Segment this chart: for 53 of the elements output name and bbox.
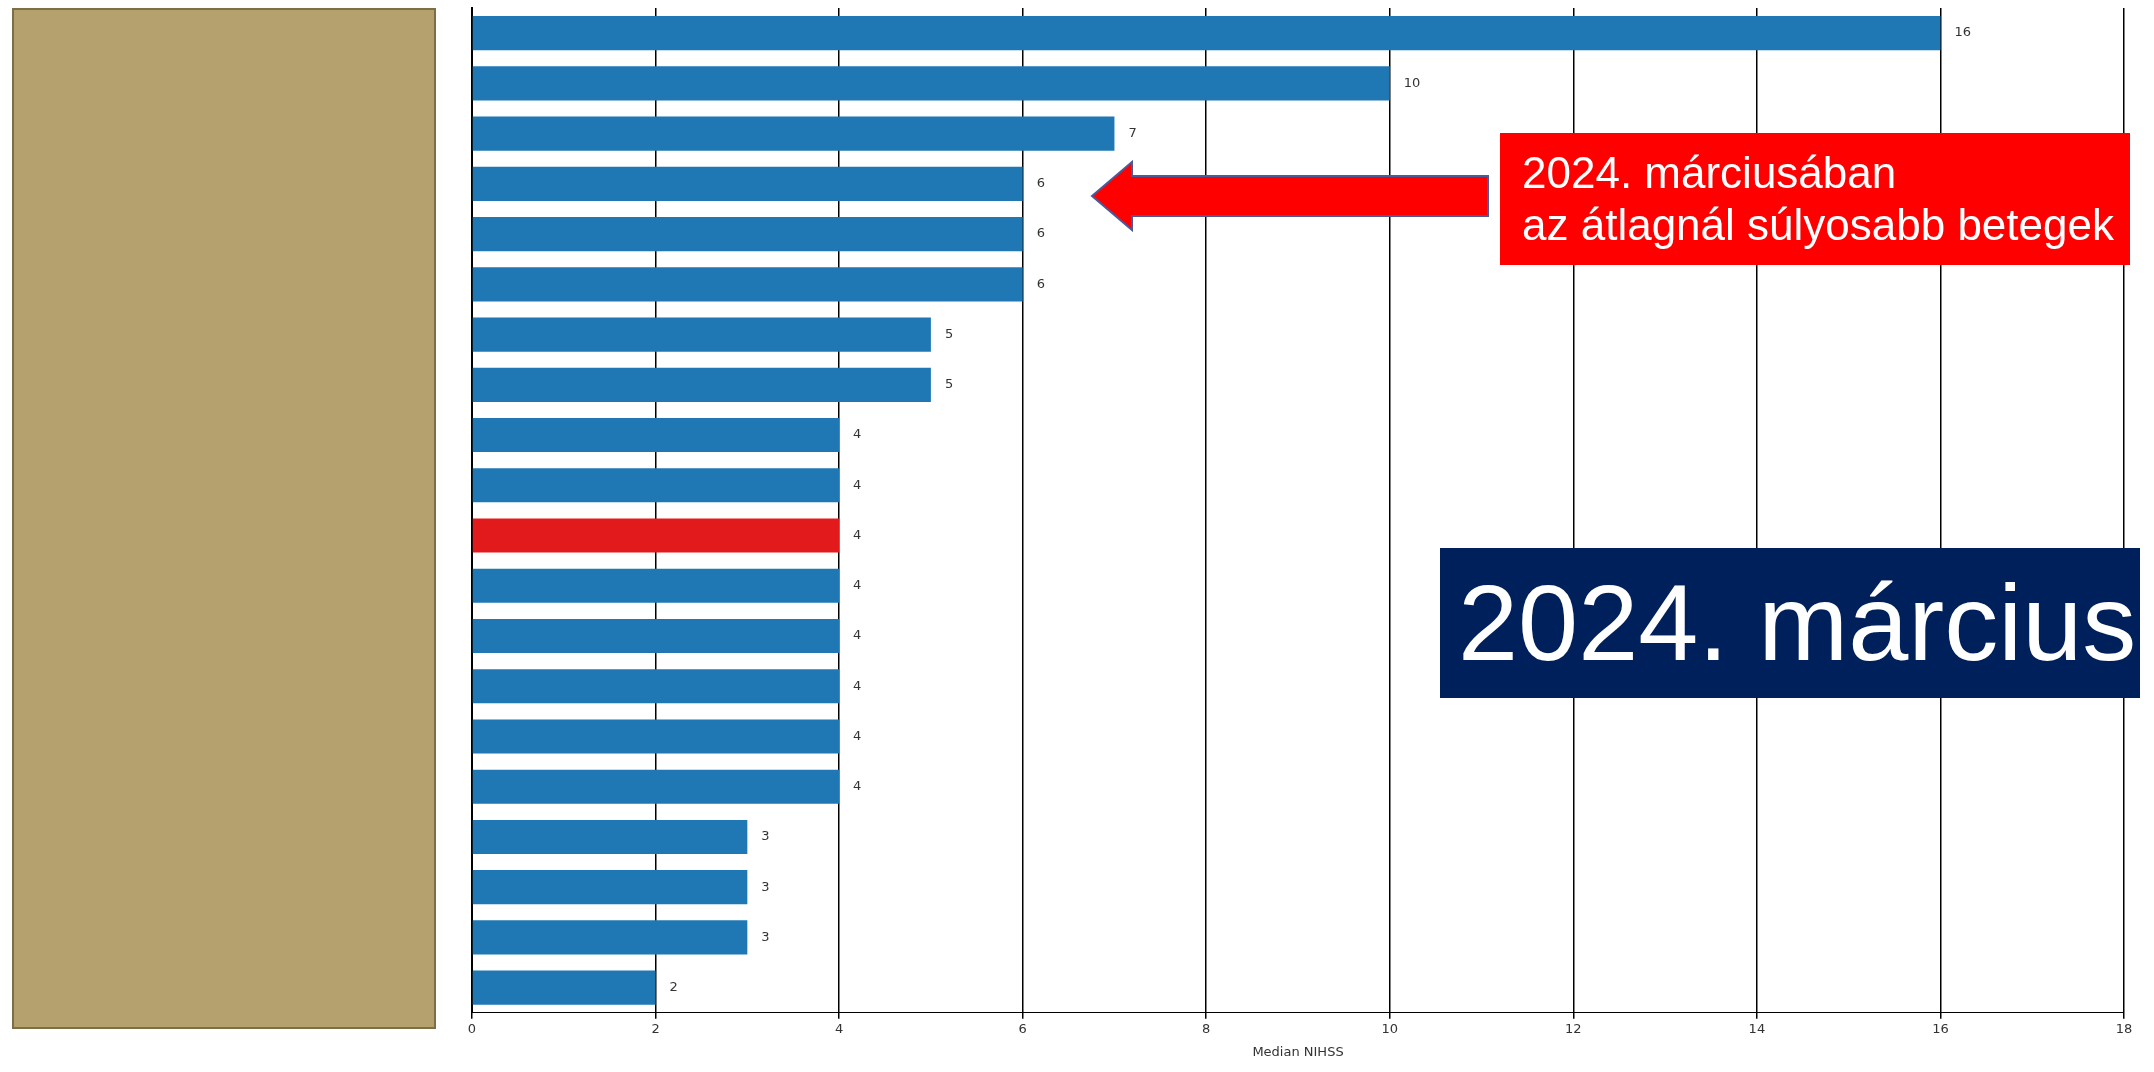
x-tick-label: 0 xyxy=(467,1020,477,1036)
bar xyxy=(472,618,840,654)
data-label: 16 xyxy=(1954,24,1971,40)
bar xyxy=(472,317,931,352)
data-label: 10 xyxy=(1403,74,1421,90)
x-tick-label: 18 xyxy=(2115,1020,2133,1036)
data-label: 3 xyxy=(761,928,770,944)
bar xyxy=(472,66,1390,101)
x-tick-label: 14 xyxy=(1748,1020,1766,1036)
bar xyxy=(472,719,840,754)
bar xyxy=(472,669,840,704)
bar xyxy=(472,819,748,855)
data-label: 5 xyxy=(944,376,954,392)
data-label: 4 xyxy=(853,627,862,643)
bar xyxy=(472,920,748,955)
text: 2024. március xyxy=(1440,548,2140,698)
data-label: 4 xyxy=(853,426,862,442)
annotation: 2024. márciusában az átlagnál súlyosabb betegek xyxy=(1500,133,2130,265)
x-tick-label: 16 xyxy=(1932,1020,1949,1036)
bar xyxy=(472,870,748,905)
bar xyxy=(472,116,1115,151)
data-label: 6 xyxy=(1036,175,1045,191)
bar xyxy=(472,367,931,402)
data-label: 6 xyxy=(1036,225,1045,241)
bar xyxy=(472,16,1941,51)
x-tick-label: 12 xyxy=(1565,1020,1582,1036)
x-tick-label: 4 xyxy=(834,1020,844,1036)
data-label: 4 xyxy=(853,677,862,693)
x-tick-label: 10 xyxy=(1381,1020,1399,1036)
bar xyxy=(472,417,840,453)
bar xyxy=(472,970,656,1005)
x-tick-label: 2 xyxy=(651,1020,660,1036)
bar xyxy=(472,468,840,503)
data-label: 4 xyxy=(853,526,862,542)
bar xyxy=(472,217,1023,252)
data-label: 5 xyxy=(944,325,954,341)
data-label: 6 xyxy=(1036,275,1045,291)
bar xyxy=(472,769,840,804)
bar xyxy=(472,166,1023,201)
data-label: 4 xyxy=(853,778,862,794)
data-label: 4 xyxy=(853,476,862,492)
bar xyxy=(472,518,840,553)
data-label: 3 xyxy=(761,828,770,844)
data-label: 7 xyxy=(1128,124,1137,140)
x-tick-label: 8 xyxy=(1202,1020,1211,1036)
bar xyxy=(472,568,840,603)
data-label: 4 xyxy=(853,577,862,593)
x-tick-label: 6 xyxy=(1018,1020,1027,1036)
data-label: 3 xyxy=(761,878,770,894)
data-label: 2 xyxy=(669,979,678,995)
data-label: 4 xyxy=(853,727,862,743)
bar xyxy=(472,267,1023,302)
x-axis-title: Median NIHSS xyxy=(1252,1043,1344,1059)
